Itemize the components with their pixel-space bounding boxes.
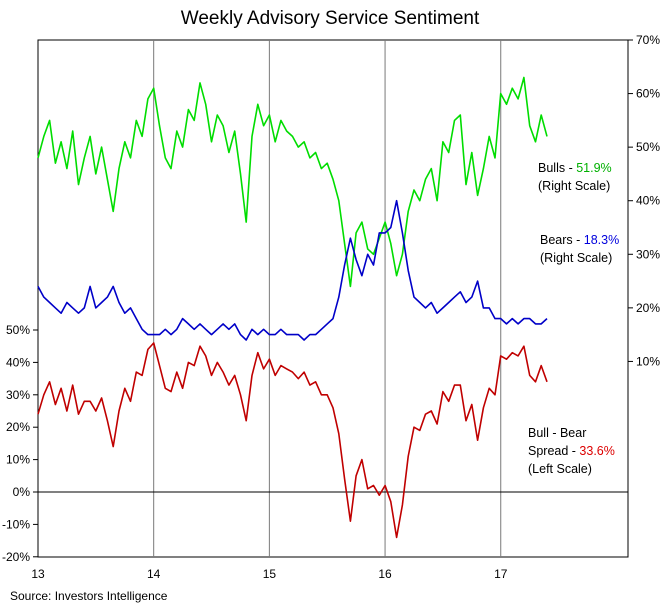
spread-label-line1: Bull - Bear <box>528 426 586 440</box>
x-tick-label: 14 <box>147 567 161 581</box>
bears-line <box>37 199 548 341</box>
right-tick-label: 40% <box>636 194 660 208</box>
left-tick-label: 50% <box>6 323 30 337</box>
left-tick-label: -10% <box>2 517 30 531</box>
left-tick-label: -20% <box>2 550 30 564</box>
bears-annotation: Bears - 18.3% (Right Scale) <box>540 233 619 265</box>
right-tick-label: 30% <box>636 247 660 261</box>
bulls-scale: (Right Scale) <box>538 179 610 193</box>
x-axis-ticks: 13 14 15 16 17 <box>31 567 507 581</box>
bears-scale: (Right Scale) <box>540 251 612 265</box>
x-tick-label: 13 <box>31 567 45 581</box>
spread-label-line2: Spread - <box>528 444 579 458</box>
bears-label: Bears - <box>540 233 584 247</box>
bull-bear-spread-line <box>37 342 548 539</box>
left-tick-label: 0% <box>13 485 31 499</box>
series-lines <box>37 76 548 539</box>
left-tick-label: 30% <box>6 388 30 402</box>
bears-value: 18.3% <box>584 233 619 247</box>
svg-text:Bears - 18.3%: Bears - 18.3% <box>540 233 619 247</box>
svg-text:Spread - 33.6%: Spread - 33.6% <box>528 444 615 458</box>
spread-value: 33.6% <box>579 444 614 458</box>
left-tick-label: 20% <box>6 420 30 434</box>
right-tick-label: 70% <box>636 33 660 47</box>
right-tick-label: 50% <box>636 140 660 154</box>
spread-scale: (Left Scale) <box>528 462 592 476</box>
right-tick-label: 20% <box>636 301 660 315</box>
bulls-value: 51.9% <box>576 161 611 175</box>
right-axis-ticks: 70% 60% 50% 40% 30% 20% 10% <box>628 33 660 368</box>
source-note: Source: Investors Intelligence <box>10 589 168 603</box>
spread-annotation: Bull - Bear Spread - 33.6% (Left Scale) <box>528 426 615 476</box>
bulls-line <box>37 76 548 288</box>
left-axis-ticks: 50% 40% 30% 20% 10% 0% -10% -20% <box>2 323 38 564</box>
chart-title: Weekly Advisory Service Sentiment <box>181 8 480 29</box>
bulls-annotation: Bulls - 51.9% (Right Scale) <box>538 161 612 193</box>
x-tick-label: 16 <box>378 567 392 581</box>
bulls-label: Bulls - <box>538 161 576 175</box>
svg-text:Bulls - 51.9%: Bulls - 51.9% <box>538 161 612 175</box>
grid-lines <box>153 40 502 557</box>
x-tick-label: 15 <box>263 567 277 581</box>
right-tick-label: 10% <box>636 354 660 368</box>
plot-frame <box>37 39 629 558</box>
left-tick-label: 40% <box>6 355 30 369</box>
right-tick-label: 60% <box>636 87 660 101</box>
left-tick-label: 10% <box>6 453 30 467</box>
x-tick-label: 17 <box>494 567 508 581</box>
